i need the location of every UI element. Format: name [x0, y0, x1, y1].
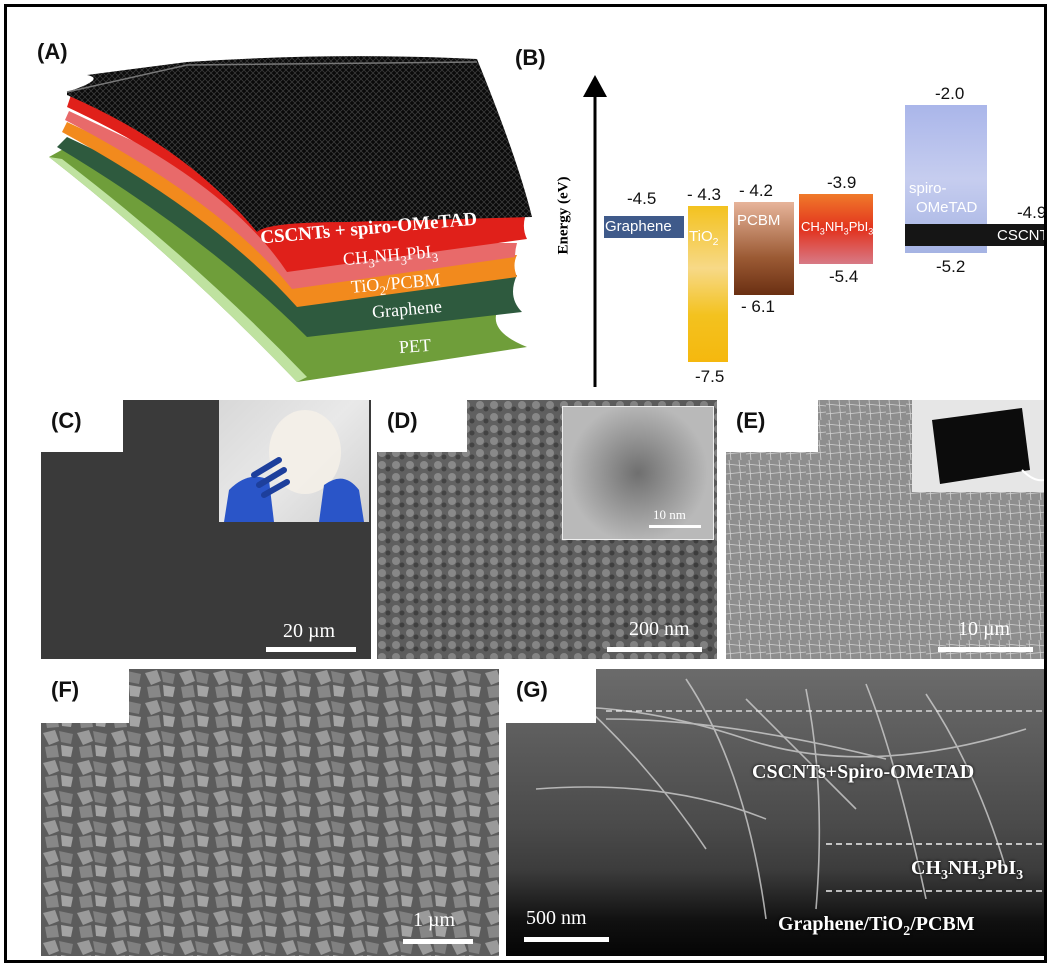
panel-f-sem-image: 1 µm: [41, 669, 499, 956]
black-film-icon: [932, 408, 1044, 484]
panel-c-sem-image: 20 µm: [41, 400, 371, 659]
pcbm-bottom-value: - 6.1: [741, 297, 776, 316]
tio2-band-label: TiO2: [689, 228, 719, 248]
pcbm-band: [734, 202, 794, 295]
panel-b-label: (B): [515, 45, 546, 70]
panel-a-label: (A): [37, 39, 68, 64]
panel-e-scale-bar: [938, 647, 1033, 652]
graphene-level: [604, 216, 684, 238]
inset-scale-label: 10 nm: [653, 507, 686, 522]
perovskite-top-value: -3.9: [827, 173, 857, 192]
panel-d-label: (D): [387, 408, 418, 433]
graphene-level-label: Graphene: [605, 218, 672, 235]
panel-f-label: (F): [51, 677, 80, 702]
spiro-label-line1: spiro-: [909, 180, 947, 197]
panel-f-scale-bar: [403, 939, 473, 944]
panel-c-scale-label: 20 µm: [283, 620, 336, 642]
panel-g-layer3-label: Graphene/TiO2/PCBM: [778, 913, 975, 939]
spiro-label-line2: OMeTAD: [916, 199, 978, 216]
tio2-top-value: - 4.3: [687, 185, 722, 204]
pcbm-top-value: - 4.2: [739, 181, 774, 200]
energy-axis-label: Energy (eV): [555, 176, 572, 255]
panel-f-label-box: (F): [41, 669, 129, 723]
panel-c-label-box: (C): [41, 400, 123, 452]
panel-c-label: (C): [51, 408, 82, 433]
spiro-top-value: -2.0: [935, 84, 965, 103]
inset-scale-bar: [649, 525, 701, 528]
panel-g-layer2-label: CH3NH3PbI3: [911, 857, 1024, 883]
cscnt-top-value: -4.9: [1017, 203, 1047, 222]
perovskite-band: [799, 194, 873, 264]
panel-c-scale-bar: [266, 647, 356, 652]
panel-b: (B) Energy (eV) Graphene -4.5 TiO2 - 4.3…: [515, 7, 1047, 392]
panel-g-scale-bar: [524, 937, 609, 942]
gloved-hands-icon: [224, 410, 364, 522]
energy-axis: [583, 75, 607, 387]
panel-d-label-box: (D): [377, 400, 467, 452]
panel-d-scale-bar: [607, 647, 702, 652]
graphene-top-value: -4.5: [627, 189, 657, 208]
perovskite-layer: [67, 92, 527, 272]
inset-tem-image: 10 nm: [562, 406, 714, 540]
cscnt-level-label: CSCNTs: [997, 227, 1047, 244]
perovskite-bottom-value: -5.4: [829, 267, 859, 286]
perovskite-band-label: CH3NH3PbI3: [801, 219, 874, 237]
pet-label: PET: [398, 334, 432, 358]
panel-f-scale-label: 1 µm: [413, 909, 456, 931]
panel-g-layer1-label: CSCNTs+Spiro-OMeTAD: [752, 761, 975, 783]
inset-photo-flexible-film: [219, 400, 369, 522]
panel-a: (A) CSCNTs + spiro-OMeTAD: [7, 7, 567, 392]
figure-frame: (A) CSCNTs + spiro-OMeTAD: [4, 4, 1047, 963]
panel-d-scale-label: 200 nm: [629, 618, 690, 640]
cscnt-level: [905, 224, 1044, 246]
tio2-bottom-value: -7.5: [695, 367, 725, 386]
panel-g-label: (G): [516, 677, 548, 702]
panel-e-label-box: (E): [726, 400, 818, 452]
cscnt-layer: [67, 56, 532, 232]
device-stack-illustration: [49, 56, 532, 382]
panel-g-scale-label: 500 nm: [526, 907, 587, 929]
pcbm-band-label: PCBM: [737, 212, 781, 229]
panel-e-scale-label: 10 µm: [958, 618, 1011, 640]
inset-photo-black-film: [912, 400, 1044, 492]
spiro-bottom-value: -5.2: [936, 257, 966, 276]
panel-e-label: (E): [736, 408, 766, 433]
tio2-band: [688, 206, 728, 362]
panel-g-label-box: (G): [506, 669, 596, 723]
